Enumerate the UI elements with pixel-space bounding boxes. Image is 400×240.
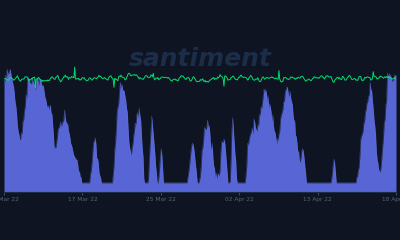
Text: santiment: santiment — [128, 47, 272, 71]
